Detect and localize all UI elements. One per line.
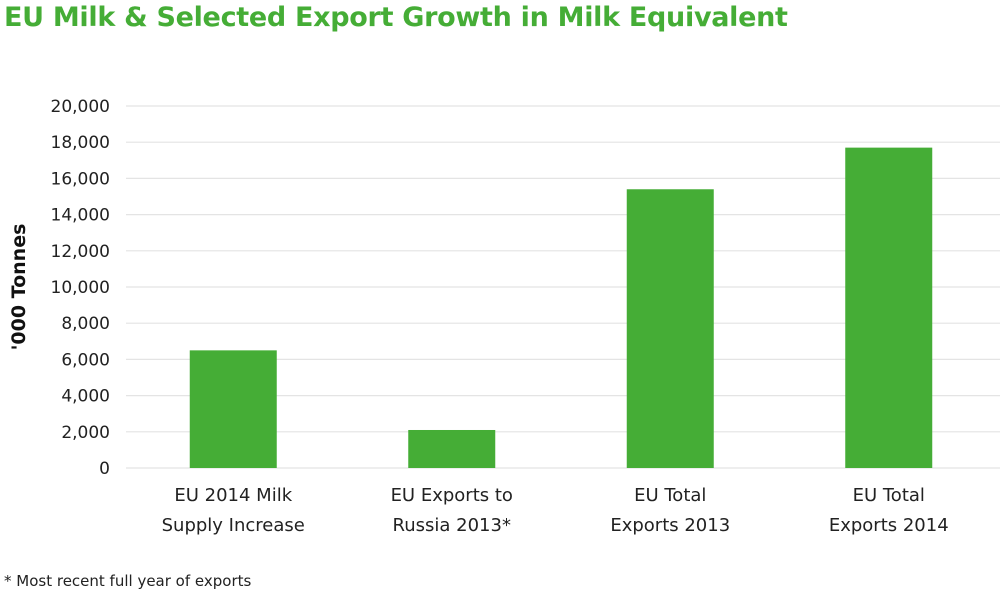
y-axis-label: '000 Tonnes [8, 224, 30, 351]
x-tick-label: Supply Increase [162, 515, 305, 536]
bar [845, 147, 933, 468]
y-tick-label: 14,000 [51, 206, 110, 226]
y-tick-label: 16,000 [51, 169, 110, 189]
bar [626, 189, 714, 468]
bar [408, 429, 496, 468]
bar [189, 350, 277, 468]
x-tick-label: EU 2014 Milk [174, 485, 292, 506]
x-tick-label: Russia 2013* [393, 515, 511, 536]
x-tick-label: Exports 2013 [610, 515, 730, 536]
chart-title: EU Milk & Selected Export Growth in Milk… [4, 2, 788, 33]
y-tick-label: 12,000 [51, 242, 110, 262]
y-tick-label: 2,000 [61, 423, 110, 443]
y-tick-label: 4,000 [61, 387, 110, 407]
x-tick-label: Exports 2014 [829, 515, 949, 536]
footnote: * Most recent full year of exports [4, 572, 252, 590]
x-tick-label: EU Total [634, 485, 706, 506]
y-tick-label: 20,000 [51, 97, 110, 117]
y-tick-label: 0 [99, 459, 110, 479]
y-tick-label: 6,000 [61, 350, 110, 370]
x-tick-label: EU Exports to [391, 485, 513, 506]
y-tick-label: 10,000 [51, 278, 110, 298]
x-tick-label: EU Total [853, 485, 925, 506]
y-tick-label: 8,000 [61, 314, 110, 334]
y-tick-label: 18,000 [51, 133, 110, 153]
